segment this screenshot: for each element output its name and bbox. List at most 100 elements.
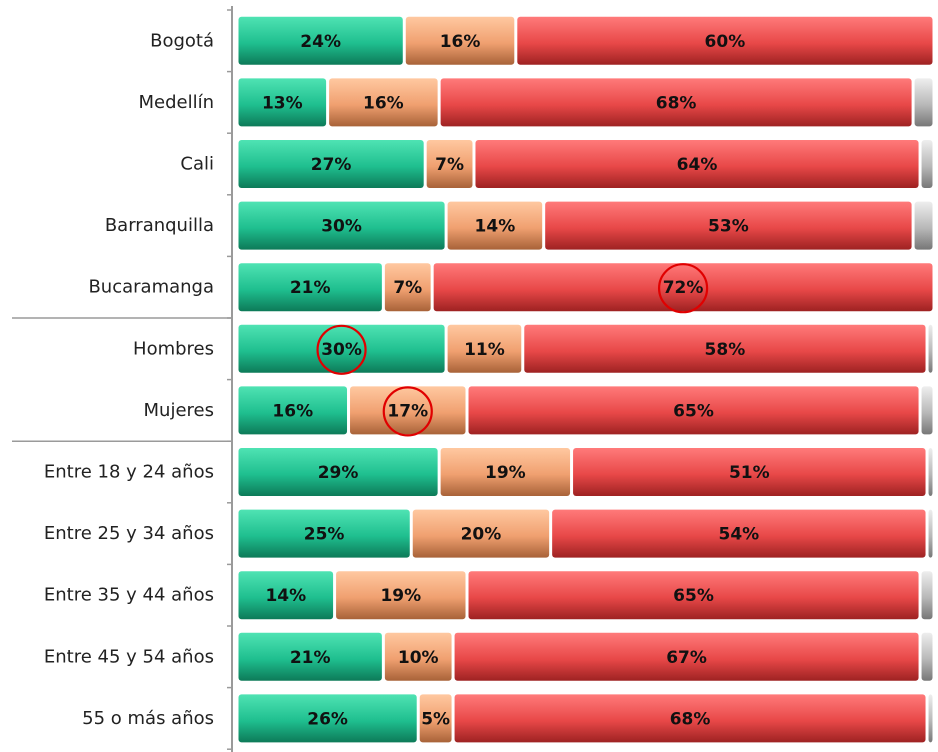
bar-bucaramanga-green <box>238 263 382 312</box>
bar-medellin-red <box>440 78 912 127</box>
bar-medellin-orange <box>329 78 438 127</box>
data-label-bogota-green: 24% <box>300 32 341 52</box>
data-label-barranquilla-red: 53% <box>708 217 749 237</box>
bar-hombres-orange <box>447 324 522 373</box>
data-label-bogota-orange: 16% <box>440 32 481 52</box>
bar-medellin-green <box>238 78 327 127</box>
bar-entre-45-y-54-anos-gray <box>921 632 933 681</box>
data-label-bucaramanga-orange: 7% <box>393 278 422 298</box>
labels-layer: Bogotá 24% 16% 60% Medellín 13% 16% 68% Cali 27% 7… <box>44 30 770 729</box>
bar-cali-green <box>238 140 424 188</box>
data-label-entre-18-y-24-anos-orange: 19% <box>485 463 526 483</box>
data-label-barranquilla-green: 30% <box>321 217 362 237</box>
category-label-cali: Cali <box>180 154 214 175</box>
bar-entre-35-y-44-anos-orange <box>336 571 466 620</box>
data-label-entre-18-y-24-anos-green: 29% <box>318 463 359 483</box>
data-label-medellin-orange: 16% <box>363 93 404 113</box>
data-label-entre-35-y-44-anos-red: 65% <box>673 586 714 606</box>
category-label-hombres: Hombres <box>133 338 214 359</box>
bar-entre-45-y-54-anos-orange <box>384 632 452 681</box>
bar-entre-18-y-24-anos-orange <box>440 448 571 496</box>
bar-entre-18-y-24-anos-gray <box>928 448 933 496</box>
bar-bucaramanga-orange <box>384 263 431 312</box>
bar-cali-orange <box>426 140 473 188</box>
category-label-entre-25-y-34-anos: Entre 25 y 34 años <box>44 523 214 544</box>
category-label-bogota: Bogotá <box>150 30 214 51</box>
bar-barranquilla-red <box>545 201 912 250</box>
data-label-entre-25-y-34-anos-red: 54% <box>718 525 759 545</box>
bar-medellin-gray <box>914 78 933 127</box>
data-label-hombres-green: 30% <box>321 340 362 360</box>
data-label-cali-orange: 7% <box>435 155 464 175</box>
highlight-circle-bucaramanga <box>657 263 709 314</box>
bar-entre-35-y-44-anos-red <box>468 571 919 620</box>
data-label-entre-18-y-24-anos-red: 51% <box>729 463 770 483</box>
data-label-mujeres-green: 16% <box>272 401 313 421</box>
bar-hombres-red <box>524 324 926 373</box>
bars-layer <box>238 16 933 743</box>
category-label-medellin: Medellín <box>138 92 214 113</box>
bar-cali-gray <box>921 140 933 188</box>
data-label-mujeres-orange: 17% <box>387 401 428 421</box>
data-label-bucaramanga-red: 72% <box>663 278 704 298</box>
bar-bucaramanga-red <box>433 263 933 312</box>
bar-entre-45-y-54-anos-green <box>238 632 382 681</box>
bar-entre-25-y-34-anos-orange <box>412 509 550 558</box>
data-label-cali-red: 64% <box>677 155 718 175</box>
bar-mujeres-green <box>238 386 348 435</box>
bar-entre-18-y-24-anos-green <box>238 448 438 496</box>
bar-entre-25-y-34-anos-gray <box>928 509 933 558</box>
bar-cali-red <box>475 140 919 188</box>
data-label-55-o-mas-anos-orange: 5% <box>421 709 450 729</box>
category-label-mujeres: Mujeres <box>144 400 214 421</box>
category-label-barranquilla: Barranquilla <box>105 215 214 236</box>
bar-barranquilla-green <box>238 201 445 250</box>
bar-entre-25-y-34-anos-green <box>238 509 410 558</box>
category-label-55-o-mas-anos: 55 o más años <box>82 708 214 729</box>
data-label-55-o-mas-anos-red: 68% <box>670 709 711 729</box>
data-label-mujeres-red: 65% <box>673 401 714 421</box>
data-label-entre-45-y-54-anos-green: 21% <box>290 648 331 668</box>
bar-55-o-mas-anos-green <box>238 694 417 743</box>
category-label-entre-45-y-54-anos: Entre 45 y 54 años <box>44 646 214 667</box>
highlight-circle-hombres <box>316 324 367 375</box>
bar-55-o-mas-anos-red <box>454 694 926 743</box>
bar-bogota-orange <box>405 16 515 65</box>
category-label-bucaramanga: Bucaramanga <box>88 277 214 298</box>
bar-entre-18-y-24-anos-red <box>573 448 926 496</box>
bar-entre-25-y-34-anos-red <box>552 509 926 558</box>
data-label-entre-45-y-54-anos-red: 67% <box>666 648 707 668</box>
bar-hombres-green <box>238 324 445 373</box>
data-label-entre-35-y-44-anos-green: 14% <box>265 586 306 606</box>
data-label-bogota-red: 60% <box>705 32 746 52</box>
axis-layer <box>12 6 233 752</box>
highlight-circle-mujeres <box>382 386 433 437</box>
bar-bogota-red <box>517 16 933 65</box>
category-label-entre-18-y-24-anos: Entre 18 y 24 años <box>44 462 214 483</box>
bar-55-o-mas-anos-orange <box>419 694 452 743</box>
bar-entre-35-y-44-anos-green <box>238 571 334 620</box>
bar-barranquilla-orange <box>447 201 543 250</box>
bar-mujeres-gray <box>921 386 933 435</box>
data-label-55-o-mas-anos-green: 26% <box>307 709 348 729</box>
bar-entre-35-y-44-anos-gray <box>921 571 933 620</box>
data-label-hombres-red: 58% <box>705 340 746 360</box>
category-label-entre-35-y-44-anos: Entre 35 y 44 años <box>44 585 214 606</box>
highlight-layer <box>316 263 709 437</box>
data-label-cali-green: 27% <box>311 155 352 175</box>
data-label-hombres-orange: 11% <box>464 340 505 360</box>
bar-entre-45-y-54-anos-red <box>454 632 919 681</box>
data-label-entre-25-y-34-anos-green: 25% <box>304 525 345 545</box>
data-label-medellin-green: 13% <box>262 93 303 113</box>
data-label-entre-45-y-54-anos-orange: 10% <box>398 648 439 668</box>
bar-hombres-gray <box>928 324 933 373</box>
data-label-entre-25-y-34-anos-orange: 20% <box>461 525 502 545</box>
data-label-barranquilla-orange: 14% <box>475 217 516 237</box>
data-label-bucaramanga-green: 21% <box>290 278 331 298</box>
data-label-medellin-red: 68% <box>656 93 697 113</box>
bar-55-o-mas-anos-gray <box>928 694 933 743</box>
bar-barranquilla-gray <box>914 201 933 250</box>
bar-bogota-green <box>238 16 403 65</box>
bar-mujeres-orange <box>350 386 466 435</box>
